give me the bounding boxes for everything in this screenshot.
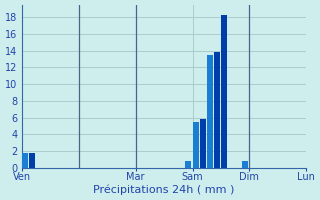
- Bar: [29, 153, 35, 168]
- Bar: [221, 15, 227, 168]
- Bar: [207, 55, 213, 168]
- Bar: [214, 52, 220, 168]
- Bar: [200, 119, 206, 168]
- Bar: [242, 161, 248, 168]
- Bar: [22, 153, 28, 168]
- Bar: [186, 161, 191, 168]
- Bar: [193, 122, 199, 168]
- X-axis label: Précipitations 24h ( mm ): Précipitations 24h ( mm ): [93, 185, 235, 195]
